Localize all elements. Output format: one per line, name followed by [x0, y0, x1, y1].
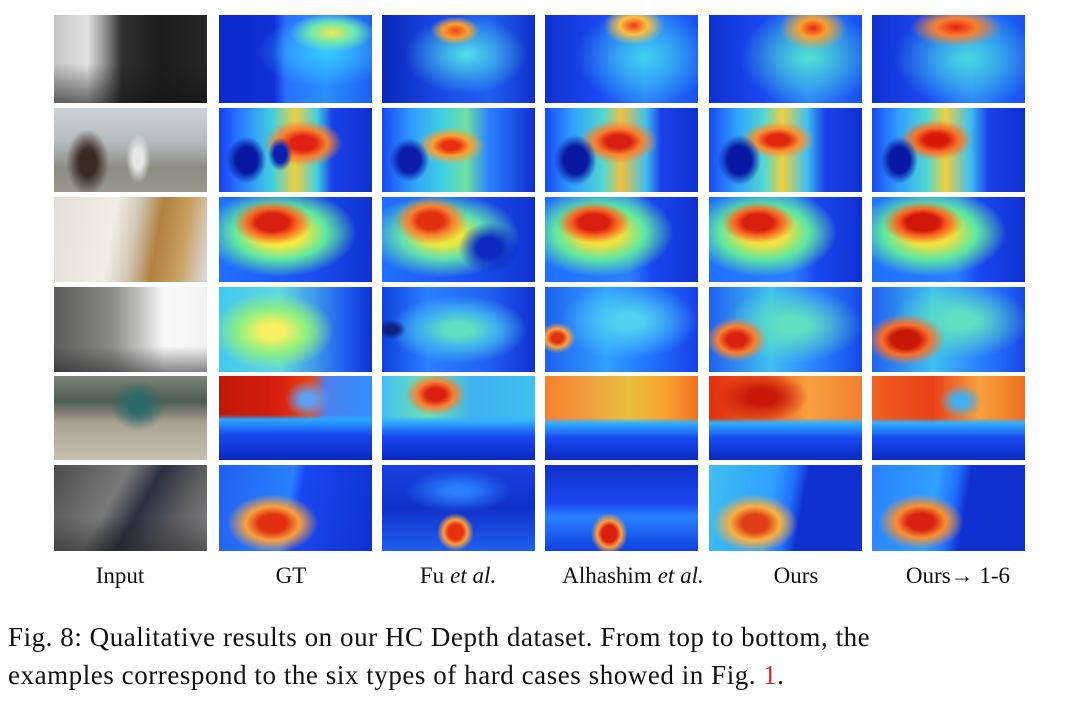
row-6-ours-1-6-depth-map	[872, 465, 1025, 551]
row-5-alhashim-depth-map	[545, 376, 698, 460]
column-label-ours: Ours	[686, 563, 906, 589]
row-6-alhashim-depth-map	[545, 465, 698, 551]
depth-results-figure: Input GT Fu et al. Alhashim et al. Ours Ou…	[10, 15, 1068, 589]
row-3-ours-1-6-depth-map	[872, 197, 1025, 282]
row-3-gt-depth-map	[219, 197, 372, 282]
column-label-input: Input	[10, 563, 230, 589]
row-5-ours-depth-map	[709, 376, 862, 460]
column-label-text: Ours→ 1-6	[905, 563, 1011, 588]
column-label-alhashim: Alhashim et al.	[523, 563, 743, 589]
row-1-ours-1-6-depth-map	[872, 15, 1025, 103]
column-label-text: GT	[275, 563, 307, 588]
figure-reference-link[interactable]: 1	[763, 660, 778, 690]
column-label-text: Input	[95, 563, 145, 588]
row-3-input-image	[54, 197, 207, 282]
row-3-fu-depth-map	[382, 197, 535, 282]
row-1-input-image	[54, 15, 207, 103]
row-6-fu-depth-map	[382, 465, 535, 551]
row-1-ours-depth-map	[709, 15, 862, 103]
row-2-ours-1-6-depth-map	[872, 108, 1025, 192]
row-5-input-image	[54, 376, 207, 460]
caption-line-2: examples correspond to the six types of …	[8, 656, 1076, 694]
row-5-ours-1-6-depth-map	[872, 376, 1025, 460]
row-1-alhashim-depth-map	[545, 15, 698, 103]
row-6-input-image	[54, 465, 207, 551]
row-6-ours-depth-map	[709, 465, 862, 551]
row-4-alhashim-depth-map	[545, 287, 698, 372]
column-label-ours-1-6: Ours→ 1-6	[848, 563, 1068, 589]
row-4-ours-1-6-depth-map	[872, 287, 1025, 372]
row-1-gt-depth-map	[219, 15, 372, 103]
column-label-text: Ours	[773, 563, 819, 588]
row-3-alhashim-depth-map	[545, 197, 698, 282]
column-label-gt: GT	[181, 563, 401, 589]
row-2-gt-depth-map	[219, 108, 372, 192]
row-1-fu-depth-map	[382, 15, 535, 103]
column-label-suffix: et al.	[450, 563, 497, 588]
row-2-ours-depth-map	[709, 108, 862, 192]
column-label-text: Alhashim	[562, 563, 652, 588]
caption-line-1: Fig. 8: Qualitative results on our HC De…	[8, 622, 871, 652]
caption-line-2-text: examples correspond to the six types of …	[8, 660, 757, 690]
row-5-fu-depth-map	[382, 376, 535, 460]
column-label-text: Fu	[419, 563, 445, 588]
row-4-gt-depth-map	[219, 287, 372, 372]
row-4-ours-depth-map	[709, 287, 862, 372]
column-label-fu: Fu et al.	[348, 563, 568, 589]
row-2-fu-depth-map	[382, 108, 535, 192]
row-3-ours-depth-map	[709, 197, 862, 282]
row-2-alhashim-depth-map	[545, 108, 698, 192]
row-4-fu-depth-map	[382, 287, 535, 372]
row-4-input-image	[54, 287, 207, 372]
caption-end: .	[777, 660, 785, 690]
row-5-gt-depth-map	[219, 376, 372, 460]
column-label-suffix: et al.	[657, 563, 704, 588]
row-6-gt-depth-map	[219, 465, 372, 551]
figure-caption: Fig. 8: Qualitative results on our HC De…	[8, 618, 1076, 694]
row-2-input-image	[54, 108, 207, 192]
